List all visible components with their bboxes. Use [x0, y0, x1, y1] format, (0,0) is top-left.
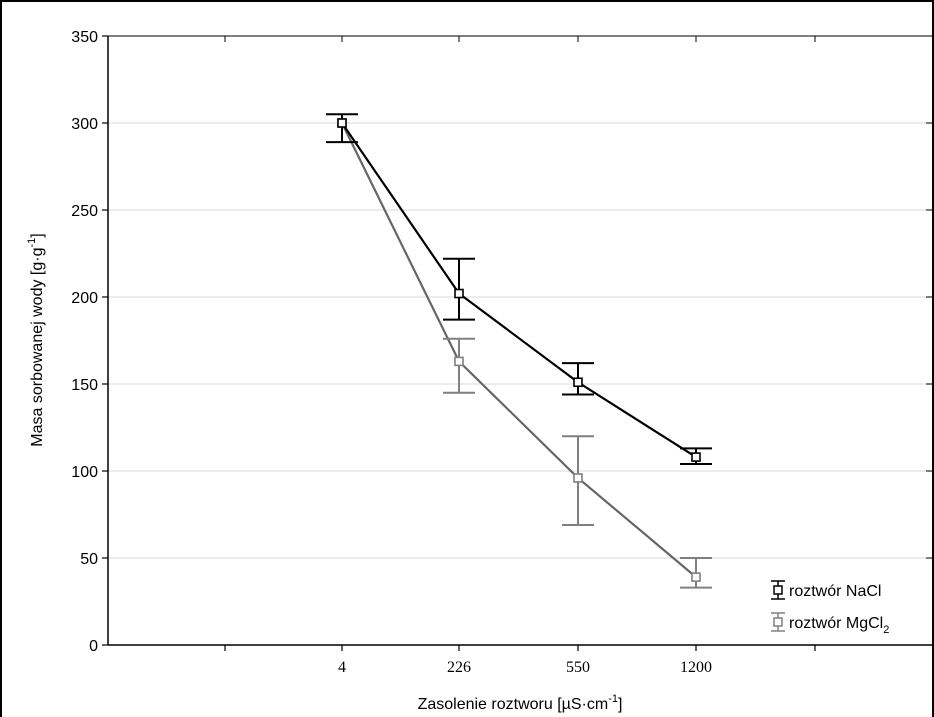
x-tick-label: 1200 — [680, 659, 712, 676]
legend-label: roztwór MgCl2 — [789, 615, 889, 636]
x-tick-label: 550 — [566, 659, 590, 676]
x-axis-title: Zasolenie roztworu [µS·cm-1] — [418, 693, 623, 713]
legend-symbol-marker — [773, 617, 783, 627]
y-tick-label: 200 — [71, 290, 98, 307]
y-tick-label: 300 — [71, 116, 98, 133]
legend-label: roztwór NaCl — [789, 583, 881, 600]
y-tick-label: 350 — [71, 29, 98, 46]
y-tick-label: 250 — [71, 203, 98, 220]
legend-symbol-marker — [773, 585, 783, 595]
y-axis-title: Masa sorbowanej wody [g·g-1] — [26, 233, 46, 446]
x-tick-label: 4 — [338, 659, 346, 676]
data-point — [573, 473, 583, 483]
data-point — [691, 572, 701, 582]
data-point — [337, 118, 347, 128]
data-point — [454, 288, 464, 299]
data-point — [691, 452, 701, 462]
data-point — [454, 356, 464, 367]
y-tick-label: 100 — [71, 464, 98, 481]
x-tick-label: 226 — [447, 659, 471, 676]
plot-area — [108, 36, 932, 645]
data-point — [573, 377, 583, 388]
y-tick-label: 150 — [71, 377, 98, 394]
y-tick-label: 50 — [80, 551, 98, 568]
y-tick-label: 0 — [89, 638, 98, 655]
series-line-0 — [341, 122, 697, 459]
series-line-1 — [341, 122, 697, 578]
